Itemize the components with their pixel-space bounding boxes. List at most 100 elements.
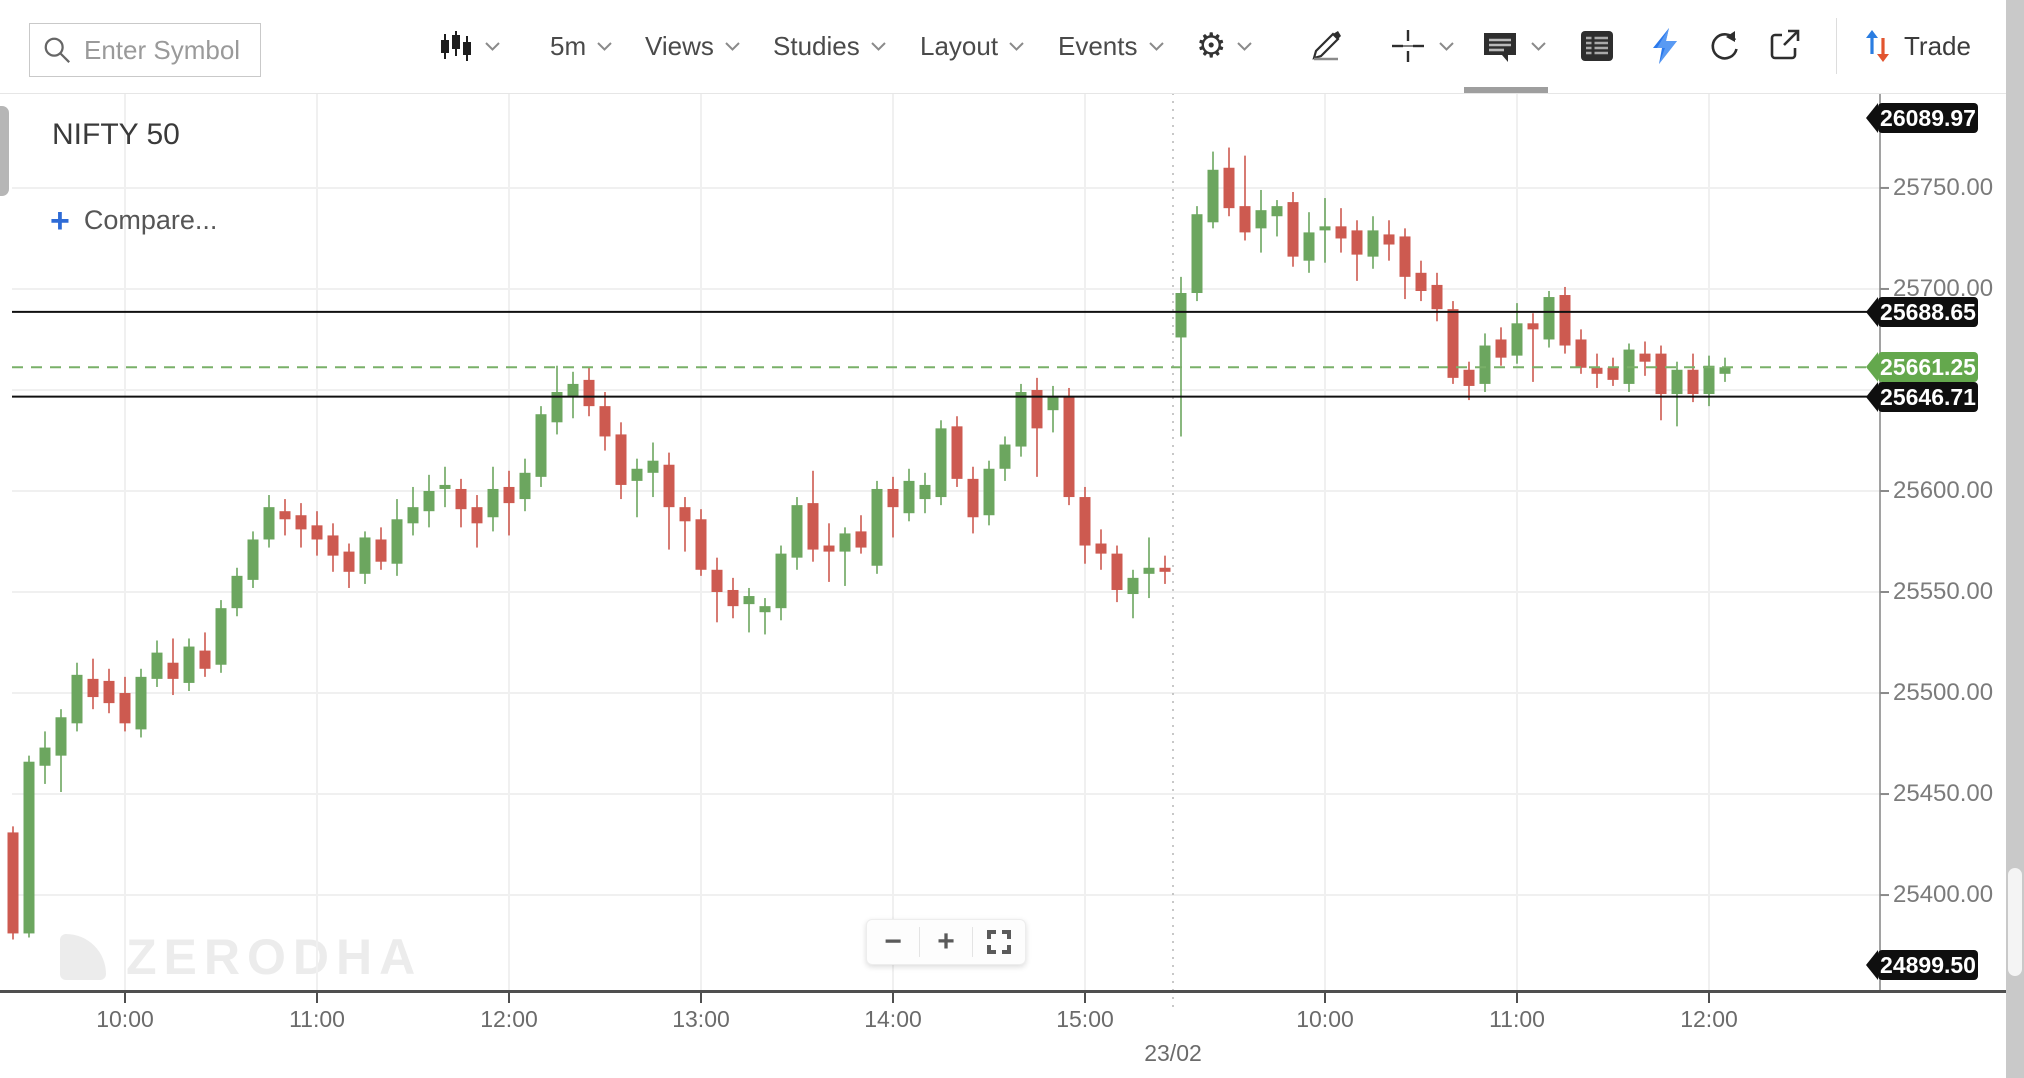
refresh-icon	[1711, 31, 1738, 60]
window-scrollbar[interactable]	[2006, 0, 2024, 1078]
time-axis-label: 11:00	[289, 1006, 345, 1032]
candle-body	[951, 426, 963, 479]
candle-body	[727, 589, 739, 607]
price-axis-label: 25600.00	[1893, 476, 1994, 504]
price-level-badge: 26089.97	[1866, 103, 1978, 133]
crosshair-tool[interactable]	[1388, 0, 1455, 92]
gear-icon: ⚙	[1196, 26, 1227, 66]
candle-body	[1303, 232, 1315, 261]
trade-arrows-icon	[1866, 30, 1889, 62]
refresh-button[interactable]	[1706, 0, 1744, 92]
candle-body	[855, 531, 867, 548]
price-axis-label: 25550.00	[1893, 578, 1994, 605]
time-axis-border	[0, 990, 2006, 993]
candle-body	[1495, 339, 1507, 358]
candle-body	[439, 484, 451, 489]
candle-body	[631, 468, 643, 481]
fullscreen-button[interactable]	[973, 920, 1025, 964]
candle-body	[167, 662, 179, 679]
zoom-in-button[interactable]: +	[937, 925, 955, 958]
candle-body	[935, 428, 947, 498]
candle-body	[279, 511, 291, 520]
zoom-out-button[interactable]: −	[884, 925, 902, 958]
scrollbar-thumb[interactable]	[2008, 868, 2022, 976]
time-axis-label: 12:00	[480, 1006, 538, 1032]
views-menu[interactable]: Views	[645, 0, 741, 92]
session-date-label: 23/02	[1144, 1040, 1202, 1066]
layout-label: Layout	[920, 30, 999, 61]
draw-tool-button[interactable]	[1308, 0, 1344, 92]
table-view-button[interactable]	[1578, 0, 1616, 92]
candle-body	[311, 525, 323, 540]
chart-type-menu[interactable]	[438, 0, 501, 92]
candle-body	[1351, 230, 1363, 255]
candle-body	[1479, 345, 1491, 384]
candle-body	[1687, 369, 1699, 395]
candle-body	[231, 575, 243, 609]
candle-body	[1463, 369, 1475, 386]
time-axis-label: 11:00	[1489, 1006, 1545, 1032]
search-icon	[44, 37, 70, 63]
price-axis-label: 25450.00	[1893, 780, 1994, 808]
symbol-search-box[interactable]	[29, 23, 261, 77]
side-panel-handle[interactable]	[0, 106, 9, 196]
candle-body	[999, 444, 1011, 469]
price-axis-label: 25500.00	[1893, 679, 1994, 707]
candle-body	[1223, 167, 1235, 209]
candle-body	[1031, 389, 1043, 429]
candle-body	[1063, 396, 1075, 498]
divider	[919, 927, 920, 957]
table-icon	[1581, 31, 1613, 61]
last-price-badge: 25661.25	[1866, 352, 1978, 383]
candle-body	[1559, 295, 1571, 346]
candle-body	[791, 505, 803, 558]
candle-body	[887, 488, 899, 508]
annotation-tool-active[interactable]	[1480, 0, 1547, 92]
candle-body	[423, 490, 435, 512]
watermark-text: ZERODHA	[126, 929, 423, 985]
candle-body	[1543, 297, 1555, 340]
compare-button[interactable]: + Compare...	[50, 204, 217, 238]
trade-button[interactable]: Trade	[1862, 0, 1971, 92]
chevron-down-icon	[1009, 41, 1024, 51]
layout-menu[interactable]: Layout	[920, 0, 1025, 92]
time-axis-label: 12:00	[1680, 1006, 1738, 1032]
candle-body	[759, 606, 771, 613]
candle-body	[375, 539, 387, 562]
candle-body	[1415, 272, 1427, 291]
zerodha-watermark: ZERODHA	[60, 928, 422, 986]
candle-body	[1287, 202, 1299, 257]
active-tool-underline	[1464, 87, 1548, 93]
events-menu[interactable]: Events	[1058, 0, 1165, 92]
candle-body	[919, 484, 931, 500]
annotation-icon	[1484, 33, 1516, 62]
candle-body	[775, 553, 787, 609]
candle-body	[1079, 497, 1091, 546]
candle-body	[679, 507, 691, 522]
candle-body	[487, 488, 499, 518]
candle-body	[1271, 206, 1283, 217]
chevron-down-icon	[1439, 41, 1454, 51]
flash-icon	[1653, 28, 1677, 64]
candle-body	[1239, 206, 1251, 233]
candle-body	[647, 460, 659, 473]
candle-body	[1111, 553, 1123, 590]
candle-body	[1255, 210, 1267, 229]
settings-menu[interactable]: ⚙	[1196, 0, 1253, 92]
flash-trade-button[interactable]	[1648, 0, 1682, 92]
candle-body	[1143, 567, 1155, 574]
symbol-search-input[interactable]	[82, 33, 246, 67]
interval-menu[interactable]: 5m	[550, 0, 613, 92]
candle-body	[599, 406, 611, 437]
popout-button[interactable]	[1766, 0, 1804, 92]
candle-body	[103, 680, 115, 704]
symbol-title: NIFTY 50	[52, 118, 180, 151]
candle-body	[215, 608, 227, 665]
events-label: Events	[1058, 30, 1138, 61]
studies-menu[interactable]: Studies	[773, 0, 887, 92]
zoom-controls: − +	[866, 919, 1026, 965]
candle-body	[519, 472, 531, 500]
candle-body	[1175, 293, 1187, 338]
